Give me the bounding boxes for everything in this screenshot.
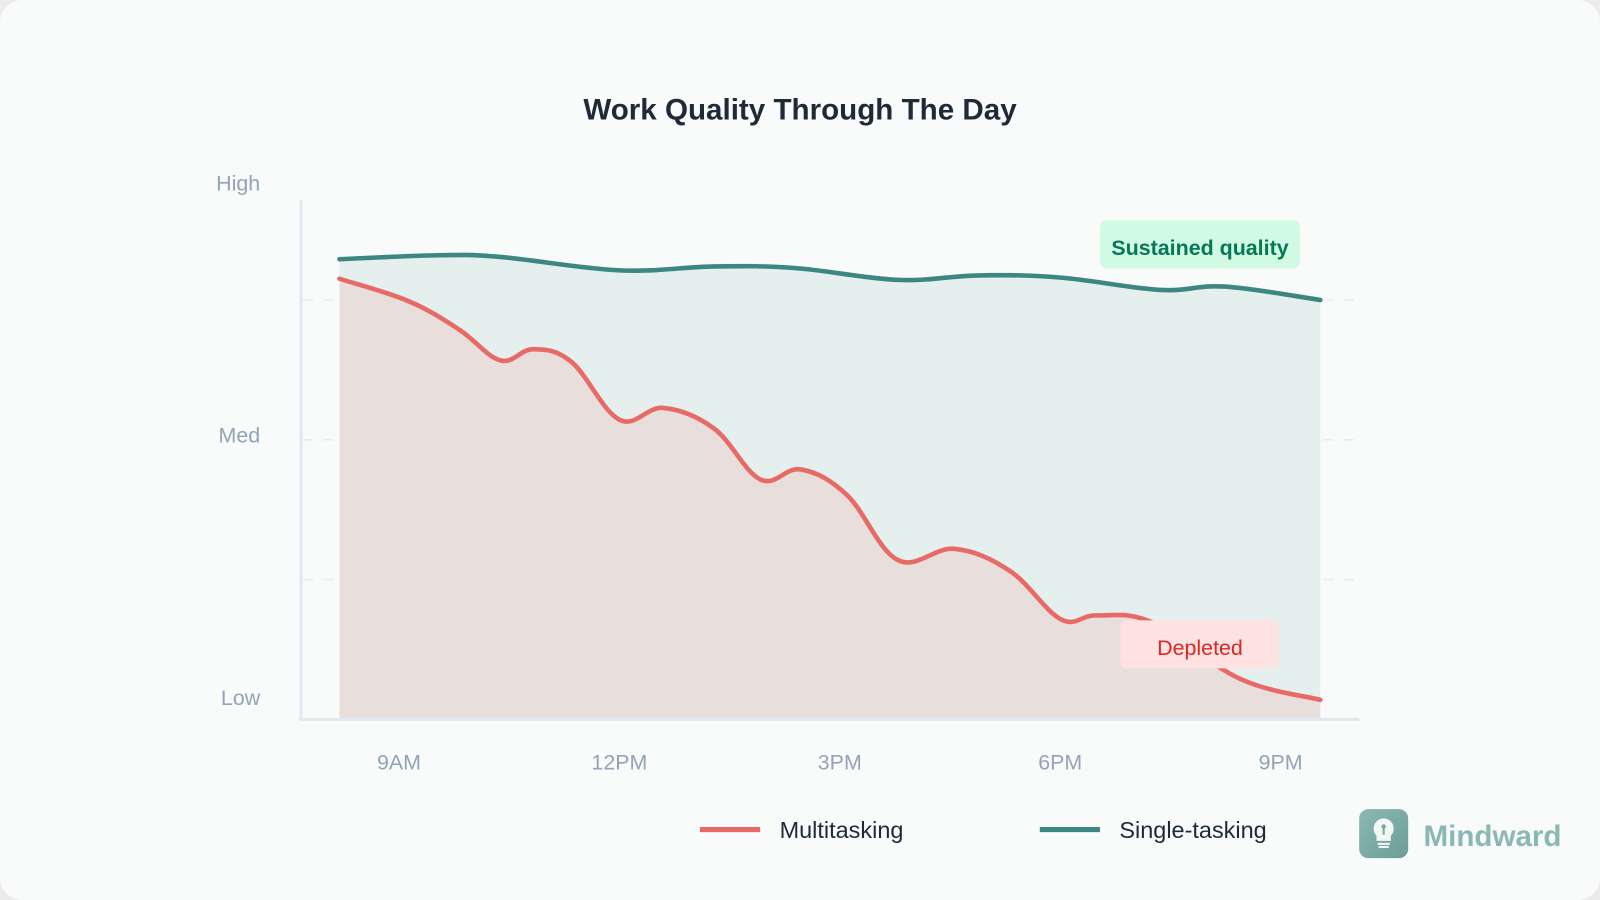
brand-name: Mindward xyxy=(1423,820,1561,853)
annotation-badge xyxy=(1100,220,1300,269)
annotation-depleted: Depleted xyxy=(1120,620,1279,669)
y-tick-label: High xyxy=(216,172,260,196)
legend-item-single-tasking[interactable]: Single-tasking xyxy=(1039,817,1267,843)
line-multitasking xyxy=(337,276,1323,703)
annotation-badge xyxy=(1120,620,1279,669)
legend-item-multitasking[interactable]: Multitasking xyxy=(700,817,903,843)
x-tick-label: 9PM xyxy=(1259,750,1303,774)
legend: Multitasking Single-tasking xyxy=(700,817,1267,843)
chart-title: Work Quality Through The Day xyxy=(583,93,1017,126)
x-tick-label: 6PM xyxy=(1038,750,1082,774)
x-tick-label: 9AM xyxy=(377,750,421,774)
annotation-text: Depleted xyxy=(1157,636,1243,660)
series-lines xyxy=(337,252,1323,703)
annotation-sustained-quality: Sustained quality xyxy=(1100,220,1300,269)
legend-label: Multitasking xyxy=(780,817,904,843)
line-single-tasking xyxy=(337,252,1323,303)
y-tick-label: Med xyxy=(219,423,261,447)
x-tick-label: 3PM xyxy=(818,750,862,774)
y-tick-label: Low xyxy=(221,686,261,710)
brand-logo: Mindward xyxy=(1359,809,1562,859)
y-tick-labels: Low Med High xyxy=(216,172,261,710)
legend-label: Single-tasking xyxy=(1119,817,1266,843)
series-areas xyxy=(339,254,1321,720)
lightbulb-icon xyxy=(1373,818,1394,848)
x-tick-label: 12PM xyxy=(591,750,647,774)
area-multitasking xyxy=(339,278,1321,720)
annotation-text: Sustained quality xyxy=(1111,236,1288,260)
x-tick-labels: 9AM 12PM 3PM 6PM 9PM xyxy=(377,750,1303,774)
